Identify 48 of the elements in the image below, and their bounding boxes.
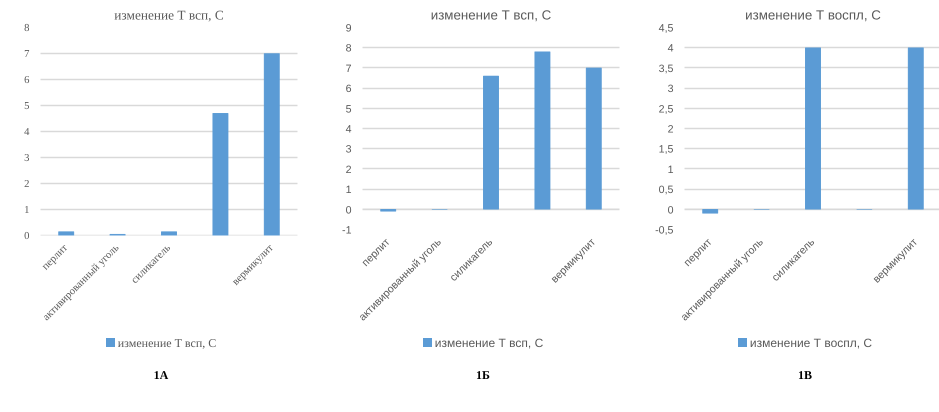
chart-title: изменение Т всп, С <box>430 8 552 22</box>
y-tick-label: 1 <box>668 164 674 176</box>
legend-label: изменение Т всп, С <box>116 335 216 352</box>
y-tick-label: 8 <box>24 23 30 34</box>
y-tick-label: 3,5 <box>658 62 674 75</box>
y-tick-label: 1,5 <box>658 144 674 156</box>
y-tick-label: 2 <box>346 164 352 176</box>
y-tick-label: 0 <box>24 231 30 242</box>
y-tick-label: 0 <box>668 204 674 216</box>
y-tick-label: 5 <box>24 101 30 112</box>
bar <box>264 53 280 236</box>
y-tick-label: 3 <box>24 153 30 164</box>
text: 1Б <box>476 367 490 384</box>
legend-label: изменение Т всп, С <box>434 335 544 352</box>
bar <box>534 51 550 210</box>
y-tick-label: 1 <box>346 184 352 196</box>
y-tick-label: 4 <box>346 124 352 136</box>
y-tick-label: 2 <box>24 179 30 190</box>
y-tick-label: 4,5 <box>658 22 674 34</box>
y-tick-label: 9 <box>346 22 352 34</box>
bar <box>161 231 177 236</box>
y-tick-label: 6 <box>346 83 352 96</box>
y-tick-label: 2,5 <box>658 103 674 116</box>
bar <box>58 231 74 236</box>
y-tick-label: 5 <box>346 103 352 116</box>
y-tick-label: 6 <box>24 75 30 86</box>
y-tick-label: 4 <box>668 42 674 55</box>
y-tick-label: 3 <box>346 144 352 156</box>
y-tick-label: -1 <box>342 224 352 236</box>
y-tick-label: -0,5 <box>655 224 674 236</box>
chart-title: изменение Т всп, С <box>114 8 224 22</box>
y-tick-label: 4 <box>24 127 30 138</box>
legend-label: изменение Т воспл, С <box>748 335 872 352</box>
bar <box>380 209 396 212</box>
text: 1В <box>798 367 812 384</box>
y-tick-label: 7 <box>346 62 352 75</box>
y-tick-label: 1 <box>24 205 30 216</box>
bar <box>212 113 228 236</box>
y-tick-label: 0,5 <box>658 184 674 196</box>
y-tick-label: 7 <box>24 49 30 60</box>
y-tick-label: 2 <box>668 124 674 136</box>
y-tick-label: 0 <box>346 204 352 216</box>
text: 1А <box>154 367 168 384</box>
y-tick-label: 3 <box>668 83 674 96</box>
bar <box>586 68 602 210</box>
y-tick-label: 8 <box>346 42 352 55</box>
bar <box>483 76 499 210</box>
chart-title: изменение Т воспл, С <box>745 8 882 22</box>
